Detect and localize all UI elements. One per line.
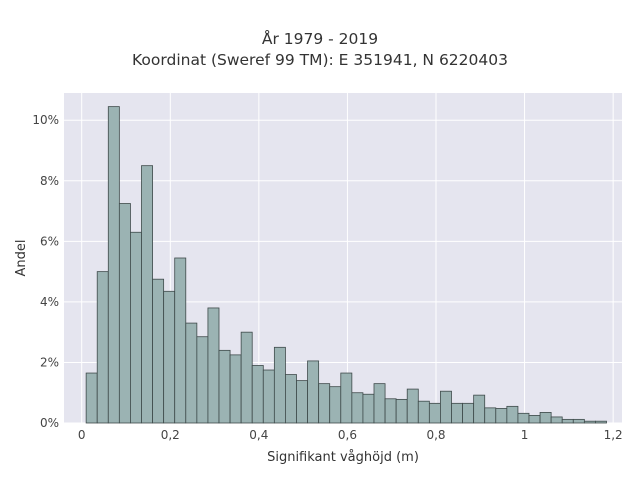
y-axis-ticks: 0% 2% 4% 6% 8% 10%	[32, 113, 59, 430]
histogram-bar	[517, 412, 530, 424]
x-tick-label: 0,4	[249, 428, 268, 442]
histogram-bar	[118, 203, 131, 424]
histogram-bar	[384, 398, 397, 424]
histogram-bar	[285, 374, 297, 424]
histogram-bar	[340, 372, 353, 424]
chart-title: År 1979 - 2019	[261, 30, 379, 48]
y-tick-label: 6%	[40, 234, 59, 248]
histogram-bar	[395, 398, 408, 424]
histogram-bar	[163, 290, 176, 424]
histogram-bar	[85, 372, 98, 424]
histogram-bar	[428, 402, 441, 424]
histogram-bar	[417, 400, 430, 424]
histogram-bar	[174, 257, 187, 424]
histogram-bar	[572, 418, 585, 424]
histogram-bar	[96, 271, 109, 424]
histogram-bar	[351, 392, 364, 424]
x-tick-label: 0,8	[426, 428, 445, 442]
histogram-bar	[262, 369, 275, 424]
histogram-bar	[440, 390, 452, 424]
y-tick-label: 8%	[40, 174, 59, 188]
x-tick-label: 0,6	[338, 428, 357, 442]
chart-subtitle: Koordinat (Sweref 99 TM): E 351941, N 62…	[132, 51, 508, 69]
histogram-bar	[550, 416, 563, 424]
x-axis-ticks: 0 0,2 0,4 0,6 0,8 1 1,2	[78, 428, 623, 442]
histogram-bar	[218, 349, 231, 424]
histogram-bar	[229, 354, 242, 424]
x-tick-label: 0,2	[161, 428, 180, 442]
y-tick-label: 2%	[40, 355, 59, 369]
y-tick-label: 4%	[40, 295, 59, 309]
histogram-bar	[307, 360, 320, 424]
histogram-bar	[451, 402, 463, 424]
x-tick-label: 0	[78, 428, 86, 442]
histogram-bar	[329, 386, 342, 424]
histogram-bar	[362, 393, 375, 424]
histogram-bar	[506, 405, 519, 424]
histogram-bar	[406, 388, 419, 424]
bars	[85, 106, 607, 424]
y-axis-label: Andel	[14, 240, 29, 277]
histogram-bar	[251, 365, 264, 424]
histogram-bar	[484, 407, 497, 424]
histogram-bar	[495, 408, 508, 424]
y-tick-label: 10%	[32, 113, 59, 127]
histogram-bar	[595, 420, 607, 424]
histogram-bar	[296, 380, 308, 424]
histogram-bar	[373, 383, 386, 424]
histogram-bar	[462, 402, 475, 424]
x-axis-label: Signifikant våghöjd (m)	[267, 450, 419, 465]
histogram-bar	[196, 336, 209, 424]
histogram-bar	[528, 415, 541, 424]
histogram-bar	[152, 278, 165, 424]
histogram-bar	[539, 412, 552, 424]
histogram-bar	[561, 418, 574, 424]
histogram-bar	[107, 106, 120, 424]
histogram-bar	[240, 331, 253, 424]
x-tick-label: 1,2	[604, 428, 623, 442]
histogram-bar	[273, 346, 286, 424]
histogram-bar	[583, 420, 596, 424]
histogram-bar	[185, 322, 198, 424]
histogram-bar	[318, 383, 331, 424]
histogram-bar	[207, 307, 220, 424]
histogram-bar	[130, 231, 142, 424]
x-tick-label: 1	[521, 428, 529, 442]
histogram-bar	[141, 165, 153, 424]
histogram-bar	[473, 394, 486, 424]
y-tick-label: 0%	[40, 416, 59, 430]
